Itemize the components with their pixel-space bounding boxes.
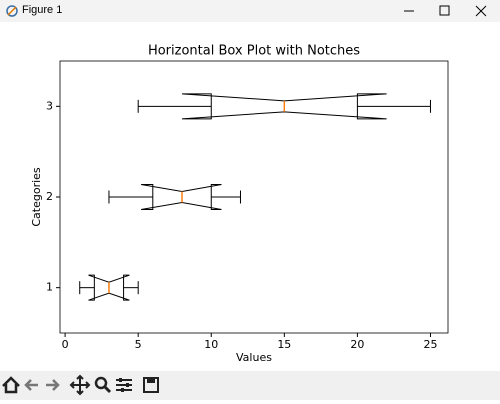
app-icon bbox=[6, 5, 18, 17]
window-controls[interactable] bbox=[390, 0, 500, 22]
title-bar: Figure 1 bbox=[0, 0, 500, 22]
chart-title: Horizontal Box Plot with Notches bbox=[148, 44, 360, 59]
x-axis-label: Values bbox=[236, 351, 272, 364]
notched-box bbox=[88, 274, 130, 301]
x-tick-label: 5 bbox=[135, 338, 142, 351]
x-tick-label: 25 bbox=[423, 338, 437, 351]
notched-box bbox=[181, 93, 387, 120]
notched-box bbox=[141, 184, 222, 210]
x-tick-label: 10 bbox=[204, 338, 218, 351]
y-tick-label: 3 bbox=[46, 99, 53, 112]
x-tick-label: 15 bbox=[277, 338, 291, 351]
y-tick-label: 2 bbox=[46, 190, 53, 203]
toolbar-icons[interactable] bbox=[0, 371, 170, 400]
window-title: Figure 1 bbox=[22, 4, 63, 16]
toolbar bbox=[0, 371, 500, 400]
y-tick-label: 1 bbox=[46, 281, 53, 294]
chart: Horizontal Box Plot with Notches Values … bbox=[30, 44, 449, 364]
y-axis-label: Categories bbox=[30, 167, 43, 227]
x-tick-label: 0 bbox=[62, 338, 69, 351]
x-tick-label: 20 bbox=[350, 338, 364, 351]
